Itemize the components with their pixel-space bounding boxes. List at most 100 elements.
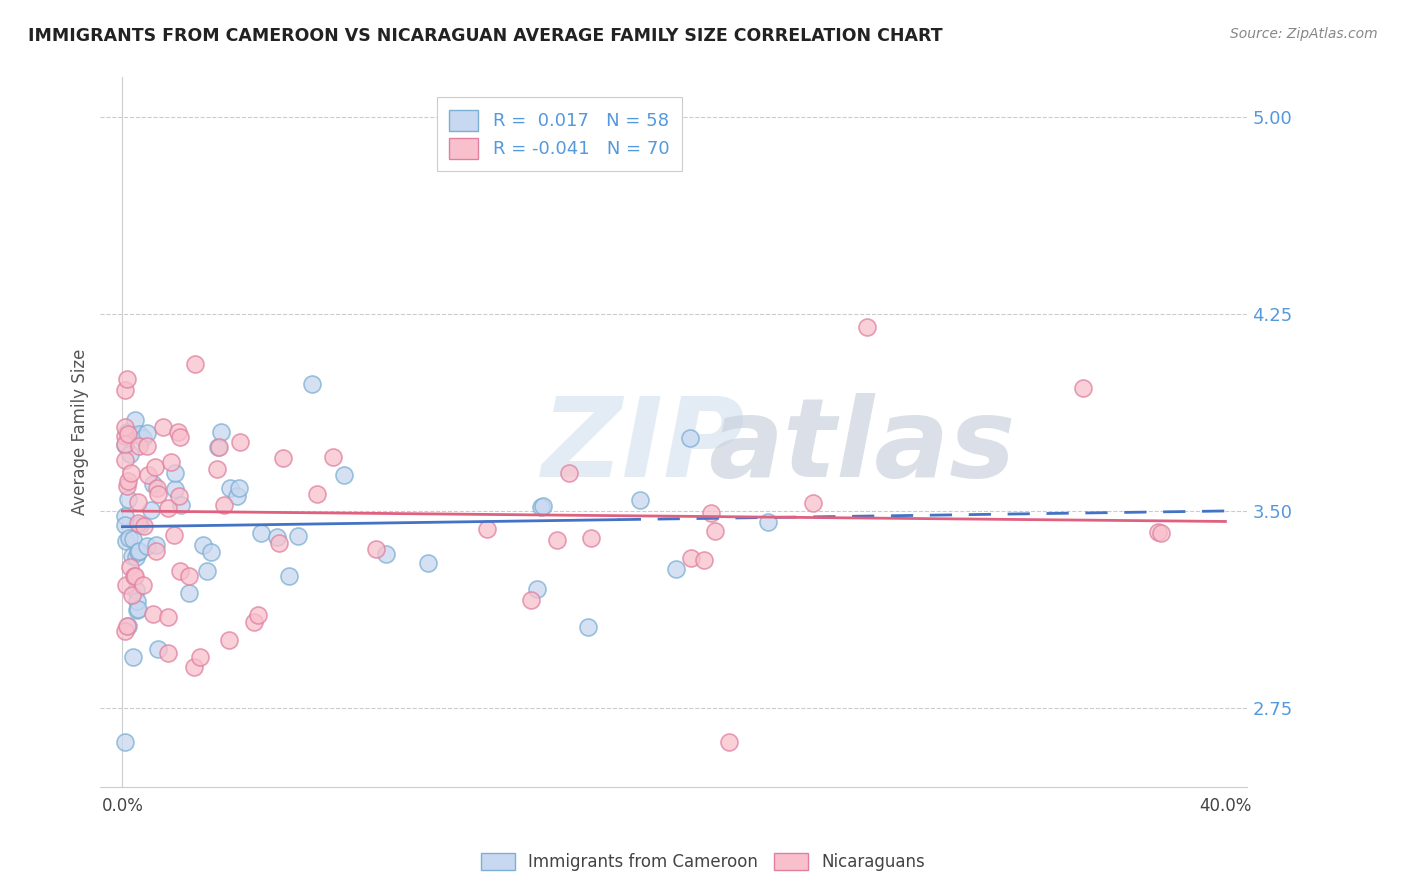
Point [218,481,240,495]
Point [165,482,187,496]
Point [121,549,143,564]
Point [120,467,142,481]
Point [125,603,148,617]
Point [138,467,160,482]
Point [114,509,136,524]
Point [207,462,229,476]
Point [117,474,139,488]
Point [207,440,229,454]
Point [228,481,250,495]
Point [142,607,165,621]
Y-axis label: Average Family Size: Average Family Size [72,349,89,516]
Point [801,496,824,510]
Point [703,524,725,538]
Point [287,529,309,543]
Point [132,578,155,592]
Point [135,426,157,441]
Point [114,735,136,749]
Point [114,420,136,434]
Point [122,569,145,583]
Point [546,533,568,547]
Point [156,500,179,515]
Point [118,447,141,461]
Text: ZIP: ZIP [541,392,745,500]
Point [125,550,148,565]
Point [131,430,153,444]
Point [579,531,602,545]
Point [526,582,548,596]
Point [184,358,207,372]
Point [146,481,169,495]
Point [375,548,398,562]
Point [114,518,136,533]
Point [115,479,138,493]
Point [134,519,156,533]
Point [127,602,149,616]
Point [117,491,139,506]
Point [519,593,541,607]
Point [628,493,651,508]
Point [121,588,143,602]
Point [114,437,136,451]
Point [114,383,136,397]
Point [165,467,187,481]
Point [124,569,146,583]
Point [142,476,165,491]
Point [193,538,215,552]
Point [277,569,299,583]
Point [1150,525,1173,540]
Point [128,426,150,441]
Point [127,594,149,608]
Point [122,532,145,546]
Point [152,419,174,434]
Point [183,660,205,674]
Point [117,619,139,633]
Point [167,489,190,503]
Point [856,320,879,334]
Point [127,544,149,558]
Point [332,467,354,482]
Point [156,610,179,624]
Point [117,619,139,633]
Point [271,451,294,466]
Point [169,564,191,578]
Point [226,489,249,503]
Point [124,413,146,427]
Point [188,649,211,664]
Point [145,544,167,558]
Point [136,438,159,452]
Legend: Immigrants from Cameroon, Nicaraguans: Immigrants from Cameroon, Nicaraguans [472,845,934,880]
Point [118,531,141,545]
Point [364,541,387,556]
Point [266,530,288,544]
Point [693,553,716,567]
Point [160,455,183,469]
Point [121,650,143,665]
Point [114,438,136,452]
Point [322,450,344,464]
Point [1071,381,1094,395]
Point [117,425,139,439]
Point [115,577,138,591]
Point [128,439,150,453]
Point [246,608,269,623]
Point [208,440,231,454]
Point [125,583,148,598]
Point [129,517,152,532]
Point [531,500,554,514]
Point [530,500,553,515]
Point [127,516,149,530]
Point [214,499,236,513]
Point [148,641,170,656]
Point [177,568,200,582]
Point [143,460,166,475]
Point [145,538,167,552]
Point [218,633,240,648]
Legend: R =  0.017   N = 58, R = -0.041   N = 70: R = 0.017 N = 58, R = -0.041 N = 70 [437,97,682,171]
Point [128,543,150,558]
Point [127,495,149,509]
Point [242,615,264,630]
Point [681,551,703,566]
Point [114,533,136,548]
Point [718,735,741,749]
